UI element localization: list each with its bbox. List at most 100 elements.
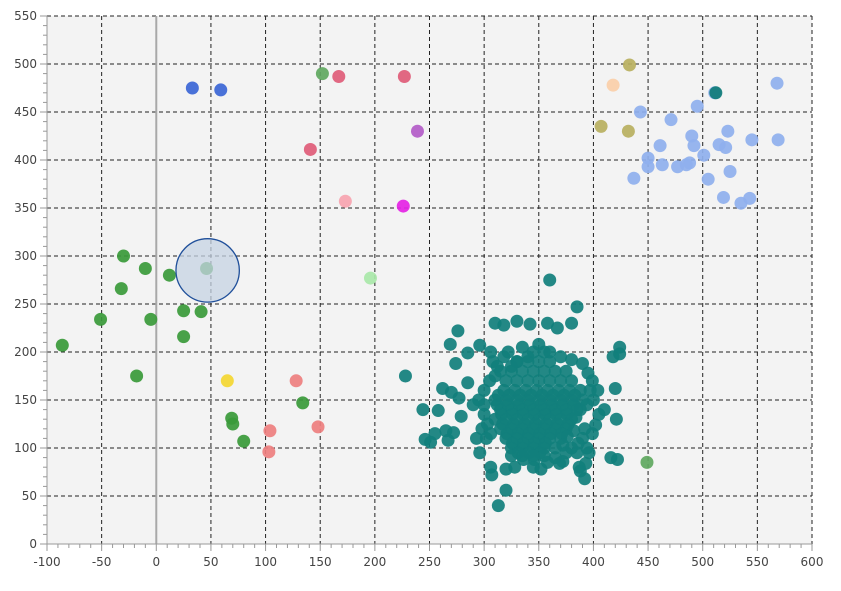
data-point <box>609 412 623 426</box>
data-point <box>428 427 442 441</box>
data-point <box>185 81 199 95</box>
series-4 <box>185 81 228 97</box>
data-point <box>338 194 352 208</box>
series-12 <box>594 58 636 138</box>
data-point <box>549 407 563 421</box>
data-point <box>578 472 592 486</box>
data-point <box>554 350 568 364</box>
data-point <box>524 388 538 402</box>
data-point <box>454 409 468 423</box>
x-tick-label: 500 <box>691 555 714 569</box>
y-tick-label: 0 <box>29 537 37 551</box>
data-point <box>535 388 549 402</box>
data-point <box>303 142 317 156</box>
data-point <box>262 445 276 459</box>
data-point <box>416 403 430 417</box>
data-point <box>579 456 593 470</box>
x-tick-label: 150 <box>309 555 332 569</box>
data-point <box>771 133 785 147</box>
data-point <box>396 199 410 213</box>
data-point <box>515 340 529 354</box>
x-tick-label: -50 <box>92 555 112 569</box>
data-point <box>550 321 564 335</box>
data-point <box>510 355 524 369</box>
data-point <box>610 453 624 467</box>
y-tick-label: 200 <box>14 345 37 359</box>
data-point <box>473 338 487 352</box>
data-point <box>397 69 411 83</box>
data-point <box>449 357 463 371</box>
data-point <box>701 172 715 186</box>
data-point <box>332 69 346 83</box>
data-point <box>585 374 599 388</box>
data-point <box>543 273 557 287</box>
x-tick-label: 350 <box>527 555 550 569</box>
y-tick-label: 100 <box>14 441 37 455</box>
series-7 <box>338 194 352 208</box>
series-10 <box>220 374 234 388</box>
data-point <box>515 364 529 378</box>
data-point <box>477 383 491 397</box>
y-tick-label: 450 <box>14 105 37 119</box>
data-point <box>499 374 513 388</box>
data-point <box>565 316 579 330</box>
y-tick-label: 50 <box>22 489 37 503</box>
data-point <box>516 407 530 421</box>
data-point <box>485 468 499 482</box>
data-point <box>527 436 541 450</box>
data-point <box>640 455 654 469</box>
data-point <box>687 139 701 153</box>
data-point <box>526 364 540 378</box>
data-point <box>548 451 562 465</box>
data-point <box>500 427 514 441</box>
data-point <box>501 345 515 359</box>
data-point <box>538 407 552 421</box>
series-8 <box>396 199 410 213</box>
series-0 <box>398 273 627 513</box>
y-tick-label: 250 <box>14 297 37 311</box>
data-point <box>633 105 647 119</box>
data-point <box>504 364 518 378</box>
data-point <box>721 124 735 138</box>
data-point <box>664 113 678 127</box>
data-point <box>557 388 571 402</box>
data-point <box>214 83 228 97</box>
data-point <box>571 436 585 450</box>
data-point <box>533 427 547 441</box>
data-point <box>177 330 191 344</box>
data-point <box>441 433 455 447</box>
data-point <box>237 434 251 448</box>
series-11 <box>262 374 325 459</box>
x-tick-label: 250 <box>418 555 441 569</box>
data-point <box>568 388 582 402</box>
data-point <box>461 346 475 360</box>
data-point <box>521 374 535 388</box>
data-point <box>491 388 505 402</box>
data-point <box>770 76 784 90</box>
series-3 <box>315 67 654 469</box>
x-tick-label: 550 <box>746 555 769 569</box>
data-point <box>502 388 516 402</box>
data-point <box>565 353 579 367</box>
data-point <box>315 67 329 81</box>
x-tick-label: 300 <box>473 555 496 569</box>
data-point <box>263 424 277 438</box>
x-tick-label: -100 <box>33 555 60 569</box>
y-tick-label: 400 <box>14 153 37 167</box>
data-point <box>543 374 557 388</box>
data-point <box>554 374 568 388</box>
data-point <box>655 158 669 172</box>
data-point <box>537 364 551 378</box>
data-point <box>443 337 457 351</box>
data-point <box>641 160 655 174</box>
data-point <box>565 374 579 388</box>
y-tick-label: 300 <box>14 249 37 263</box>
minor-ticks <box>40 15 813 551</box>
data-point <box>556 438 570 452</box>
data-point <box>546 388 560 402</box>
data-point <box>55 338 69 352</box>
x-tick-label: 600 <box>801 555 824 569</box>
data-point <box>594 119 608 133</box>
